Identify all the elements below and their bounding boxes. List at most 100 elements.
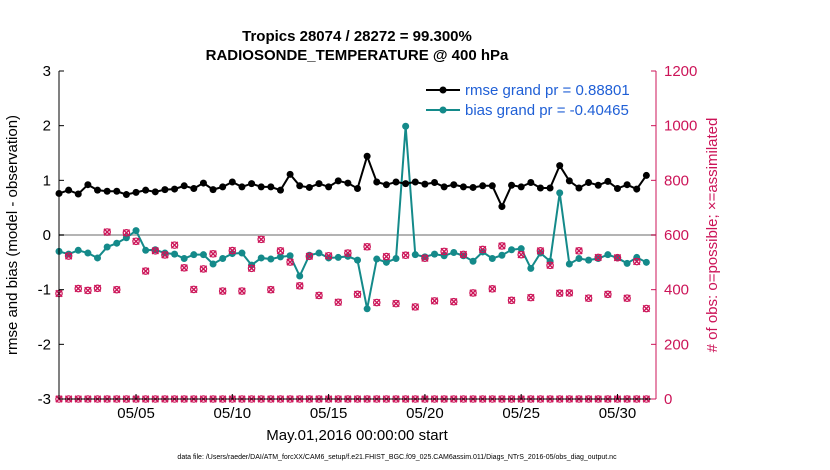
bias-point [84,249,92,257]
obs-possible-point [305,252,314,261]
obs-possible-point [382,252,391,261]
y-tick-label: -1 [38,282,51,299]
rmse-point [373,178,381,186]
obs-assimilated-point [546,261,554,270]
rmse-point [363,152,371,160]
y-axis-right-label: # of obs: o=possible; ×=assimilated [704,118,721,353]
obs-assimilated-point [84,286,92,295]
obs-possible-point [536,247,545,255]
obs-possible-point [411,303,420,311]
rmse-point [613,185,621,193]
y-right-tick-label: 1200 [664,63,697,80]
obs-assimilated-point [132,237,140,245]
obs-assimilated-point [556,289,564,297]
y-tick-label: 0 [43,227,51,244]
obs-assimilated-point [257,235,265,244]
rmse-point [257,183,265,191]
obs-possible-point [276,247,285,255]
obs-assimilated-point [382,252,391,261]
bias-point [508,246,516,254]
rmse-point [479,182,487,190]
legend-bias-label: bias grand pr = -0.40465 [465,102,629,119]
y-tick-label: 1 [43,172,51,189]
obs-assimilated-point [392,299,400,308]
rmse-point [248,180,256,188]
obs-possible-point [84,286,92,295]
bias-point [190,251,198,259]
obs-possible-point [488,285,497,293]
bias-point [392,255,400,263]
obs-assimilated-point [613,253,622,262]
obs-assimilated-point [469,289,477,297]
rmse-point [604,177,612,185]
rmse-point [103,187,111,195]
rmse-point [488,182,496,190]
bias-point [334,253,342,261]
rmse-point [199,179,207,187]
bias-point [642,258,650,266]
bias-point [565,260,573,268]
obs-assimilated-point [594,253,602,262]
obs-possible-point [295,282,304,290]
rmse-point [315,180,323,188]
obs-assimilated-point [623,294,631,302]
rmse-point [556,162,564,170]
y-axis-label: rmse and bias (model - observation) [4,115,21,355]
obs-possible-point [449,297,458,306]
obs-assimilated-point [218,287,227,295]
obs-assimilated-point [286,258,294,266]
bias-point [431,250,439,258]
y-right-tick-label: 0 [664,391,672,408]
rmse-point [74,190,82,198]
obs-possible-point [247,264,256,273]
obs-possible-point [209,250,217,258]
obs-assimilated-point [401,251,410,259]
obs-possible-point [103,228,111,236]
bias-point [74,246,82,254]
rmse-point [508,181,516,189]
bias-point [585,256,593,264]
bias-point [103,243,111,251]
bias-point [199,251,207,259]
obs-possible-point [315,291,323,300]
obs-possible-point [632,257,641,266]
bias-point [276,253,284,261]
obs-assimilated-point [430,297,439,305]
obs-possible-point [74,284,83,293]
obs-possible-point [478,245,487,254]
rmse-point [575,184,583,192]
y-tick-label: -3 [38,391,51,408]
x-tick-label: 05/15 [310,405,348,422]
bias-point [315,249,323,257]
rmse-point [469,183,477,191]
bias-point [325,254,333,262]
y-right-tick-label: 200 [664,336,689,353]
chart-title: Tropics 28074 / 28272 = 99.300% [242,28,472,45]
obs-assimilated-point [478,245,487,254]
x-tick-label: 05/20 [406,405,444,422]
rmse-point [585,179,593,187]
obs-assimilated-point [575,247,583,255]
obs-possible-point [604,290,612,299]
y-right-tick-label: 400 [664,282,689,299]
obs-assimilated-point [373,298,381,307]
obs-assimilated-point [344,249,352,257]
bias-point [450,248,458,256]
bias-point [623,259,631,267]
obs-assimilated-point [180,264,188,272]
bias-point [575,255,583,263]
obs-assimilated-point [527,293,535,302]
obs-assimilated-point [247,264,256,273]
obs-possible-point [575,247,583,255]
bias-point [382,258,390,266]
obs-assimilated-point [93,284,102,292]
rmse-point [276,186,284,194]
bias-point [142,246,150,254]
obs-possible-point [546,261,554,270]
bias-point [363,305,371,313]
bias-point [354,256,361,264]
obs-possible-point [623,294,631,302]
legend-bias-marker [439,106,447,114]
obs-possible-point [517,250,525,259]
